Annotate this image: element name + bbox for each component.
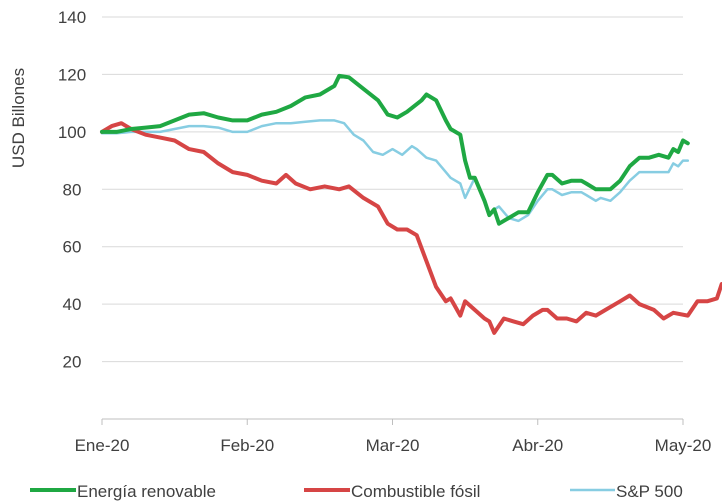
y-tick-label-80: 80 <box>63 180 82 199</box>
legend: Energía renovable Combustible fósil S&P 50… <box>30 482 683 501</box>
y-tick-label-20: 20 <box>63 353 82 372</box>
x-tick-label-4: May-20 <box>655 436 712 455</box>
x-tick-label-1: Feb-20 <box>220 436 274 455</box>
legend-label-2: S&P 500 <box>616 482 683 501</box>
legend-label-0: Energía renovable <box>77 482 216 501</box>
y-axis-title: USD Billones <box>9 68 28 168</box>
legend-label-1: Combustible fósil <box>351 482 480 501</box>
series-lines <box>100 73 722 335</box>
x-tick-label-2: Mar-20 <box>366 436 420 455</box>
y-tick-label-140: 140 <box>58 8 86 27</box>
y-tick-label-40: 40 <box>63 295 82 314</box>
y-axis-tick-labels: 20 40 60 80 100 120 140 <box>58 8 86 372</box>
x-tick-label-3: Abr-20 <box>512 436 563 455</box>
series-line-2 <box>100 119 690 223</box>
y-tick-label-60: 60 <box>63 238 82 257</box>
y-tick-label-120: 120 <box>58 65 86 84</box>
series-line-1 <box>100 121 722 335</box>
series-line-0 <box>100 73 690 226</box>
gridlines <box>102 16 683 363</box>
x-axis: Ene-20 Feb-20 Mar-20 Abr-20 May-20 <box>75 418 712 455</box>
x-tick-label-0: Ene-20 <box>75 436 130 455</box>
y-tick-label-100: 100 <box>58 123 86 142</box>
